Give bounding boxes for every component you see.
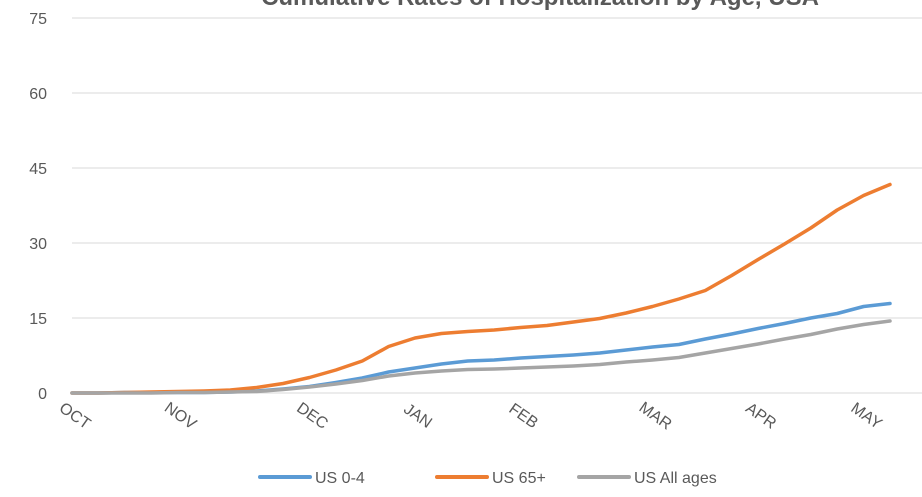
x-tick-label: FEB bbox=[506, 400, 541, 432]
x-tick-label: MAY bbox=[848, 400, 885, 433]
x-tick-label: OCT bbox=[56, 400, 94, 433]
legend: US 0-4 US 65+ US All ages bbox=[258, 470, 717, 487]
x-tick-label: NOV bbox=[161, 399, 199, 433]
y-axis-ticks: 0 15 30 45 60 75 bbox=[29, 11, 47, 403]
y-tick-label: 45 bbox=[29, 161, 47, 178]
x-tick-label: DEC bbox=[293, 400, 330, 433]
series-lines bbox=[70, 182, 892, 395]
gridlines bbox=[72, 17, 922, 394]
y-tick-label: 0 bbox=[38, 386, 47, 403]
y-tick-label: 30 bbox=[29, 236, 47, 253]
y-tick-label: 60 bbox=[29, 86, 47, 103]
legend-label: US 65+ bbox=[492, 470, 546, 487]
y-tick-label: 75 bbox=[29, 11, 47, 28]
x-tick-label: MAR bbox=[636, 399, 675, 433]
series-line bbox=[70, 319, 892, 395]
x-tick-label: APR bbox=[742, 400, 779, 433]
x-tick-label: JAN bbox=[400, 401, 435, 432]
legend-label: US All ages bbox=[634, 470, 717, 487]
legend-label: US 0-4 bbox=[315, 470, 365, 487]
chart-title: Cumulative Rates of Hospitalization by A… bbox=[261, 0, 819, 11]
x-axis-ticks: OCT NOV DEC JAN FEB MAR APR MAY bbox=[56, 399, 885, 433]
y-tick-label: 15 bbox=[29, 311, 47, 328]
series-line bbox=[70, 301, 892, 395]
